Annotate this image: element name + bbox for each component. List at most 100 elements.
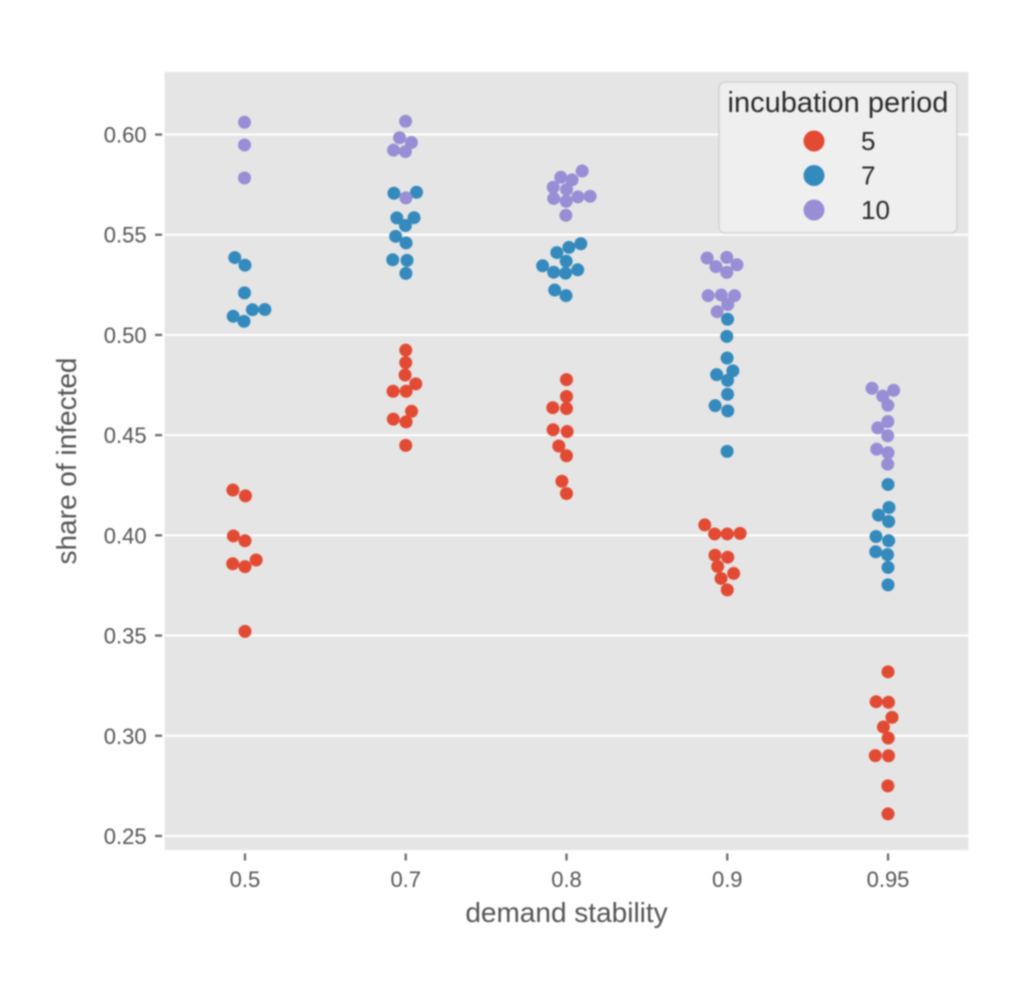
- data-point-7: [721, 312, 735, 326]
- x-tick-label: 0.8: [551, 867, 582, 892]
- data-point-7: [571, 263, 585, 277]
- data-point-10: [387, 143, 401, 157]
- data-point-7: [410, 185, 424, 199]
- data-point-10: [547, 191, 561, 205]
- data-point-5: [881, 665, 895, 679]
- data-point-5: [399, 384, 413, 398]
- y-axis-tick-labels: 0.25 0.30 0.35 0.40 0.45 0.50 0.55 0.60: [104, 123, 147, 849]
- data-point-10: [399, 191, 413, 205]
- data-point-10: [701, 289, 715, 303]
- gridlines: [164, 133, 969, 837]
- data-point-7: [881, 477, 895, 491]
- data-point-5: [881, 807, 895, 821]
- data-point-5: [409, 377, 423, 391]
- data-point-7: [882, 534, 896, 548]
- data-point-5: [555, 474, 569, 488]
- data-point-5: [226, 529, 240, 543]
- data-point-7: [562, 240, 576, 254]
- data-point-5: [882, 695, 896, 709]
- data-point-10: [887, 383, 901, 397]
- data-point-5: [882, 749, 896, 763]
- data-point-10: [871, 421, 885, 435]
- data-point-10: [865, 381, 879, 395]
- data-point-10: [720, 250, 734, 264]
- data-point-10: [881, 398, 895, 412]
- data-point-5: [238, 560, 252, 574]
- y-axis-ticks: [155, 133, 163, 838]
- data-point-5: [386, 384, 400, 398]
- data-point-7: [881, 578, 895, 592]
- data-point-7: [228, 251, 242, 265]
- legend-label: 10: [861, 195, 890, 225]
- data-point-7: [547, 265, 561, 279]
- data-point-7: [550, 246, 564, 260]
- data-point-7: [407, 211, 421, 225]
- y-tick-label: 0.25: [104, 824, 147, 849]
- data-point-10: [730, 258, 744, 272]
- data-point-5: [560, 401, 573, 415]
- data-point-5: [720, 527, 734, 541]
- data-point-5: [546, 423, 560, 437]
- data-point-7: [258, 302, 272, 316]
- data-point-5: [560, 389, 573, 403]
- x-axis-title: demand stability: [465, 897, 667, 928]
- x-tick-label: 0.5: [230, 867, 261, 892]
- data-point-7: [389, 229, 403, 243]
- legend-title: incubation period: [728, 87, 949, 119]
- data-point-7: [720, 444, 734, 458]
- y-tick-label: 0.35: [104, 624, 147, 649]
- data-point-5: [727, 566, 741, 580]
- y-tick-label: 0.50: [104, 323, 147, 348]
- data-point-10: [881, 446, 895, 460]
- data-point-7: [872, 508, 886, 522]
- data-point-5: [560, 425, 574, 439]
- data-point-5: [552, 439, 566, 453]
- data-point-5: [881, 779, 895, 793]
- legend-swatch-5: [803, 130, 825, 152]
- data-point-5: [560, 449, 573, 463]
- data-point-10: [709, 260, 723, 274]
- data-point-10: [700, 251, 714, 265]
- data-point-7: [881, 548, 895, 562]
- data-point-5: [869, 695, 883, 709]
- data-points: [226, 114, 901, 821]
- data-point-5: [226, 483, 240, 497]
- data-point-5: [238, 534, 252, 548]
- data-point-10: [399, 114, 413, 128]
- x-tick-label: 0.7: [390, 867, 421, 892]
- data-point-7: [574, 237, 588, 251]
- data-point-7: [869, 545, 883, 559]
- data-point-7: [399, 236, 413, 250]
- data-point-10: [728, 289, 742, 303]
- y-tick-label: 0.30: [104, 724, 147, 749]
- data-point-7: [559, 266, 573, 280]
- data-point-10: [575, 164, 589, 178]
- data-point-5: [876, 720, 890, 734]
- data-point-7: [559, 254, 573, 268]
- data-point-5: [405, 404, 419, 418]
- legend-swatch-7: [803, 165, 825, 186]
- data-point-5: [714, 571, 728, 585]
- data-point-7: [400, 253, 414, 267]
- data-point-7: [237, 286, 251, 300]
- legend-swatch-10: [803, 199, 825, 221]
- data-point-10: [237, 138, 251, 152]
- legend-items: 5 7 10: [803, 126, 890, 225]
- data-point-10: [720, 265, 734, 279]
- data-point-5: [399, 438, 413, 452]
- data-point-10: [546, 180, 560, 194]
- data-point-5: [721, 550, 735, 564]
- data-point-10: [559, 194, 573, 208]
- data-point-7: [548, 283, 562, 297]
- data-point-7: [720, 351, 734, 365]
- data-point-5: [733, 526, 747, 540]
- data-point-5: [560, 486, 573, 500]
- y-tick-label: 0.55: [104, 223, 147, 248]
- legend-box: [718, 81, 958, 234]
- legend-label: 5: [861, 126, 875, 156]
- y-tick-label: 0.60: [104, 123, 147, 148]
- data-point-7: [387, 186, 401, 200]
- x-tick-label: 0.95: [867, 867, 910, 892]
- data-point-10: [714, 288, 728, 302]
